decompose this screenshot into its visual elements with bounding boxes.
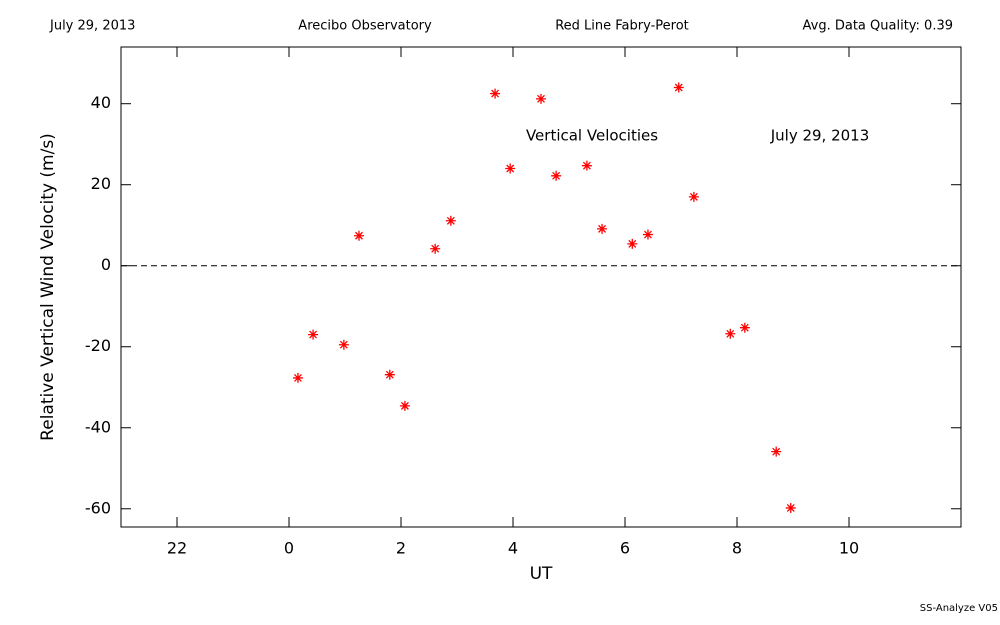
y-tick-label: -40	[85, 417, 111, 436]
point	[490, 88, 501, 99]
header-date: July 29, 2013	[49, 19, 135, 34]
point	[597, 223, 608, 234]
point	[536, 93, 546, 104]
point	[785, 502, 796, 513]
annotation: Vertical Velocities	[526, 127, 658, 145]
point	[292, 372, 303, 383]
y-tick-label: -20	[85, 336, 111, 355]
x-tick-label: 0	[284, 539, 294, 558]
x-tick-label: 4	[508, 539, 518, 558]
point	[673, 82, 684, 93]
annotation: July 29, 2013	[770, 127, 870, 145]
x-tick-label: 10	[839, 539, 859, 558]
x-tick-label: 2	[396, 539, 406, 558]
y-tick-label: -60	[85, 498, 111, 517]
point	[505, 163, 516, 174]
point	[338, 339, 349, 350]
header-site: Arecibo Observatory	[298, 19, 432, 34]
header-quality: Avg. Data Quality: 0.39	[803, 19, 953, 34]
y-axis-label: Relative Vertical Wind Velocity (m/s)	[38, 133, 58, 441]
point	[739, 322, 750, 333]
point	[688, 191, 699, 202]
plot-frame	[120, 46, 962, 528]
point	[445, 215, 456, 226]
x-tick-label: 8	[732, 539, 742, 558]
header-instrument: Red Line Fabry-Perot	[555, 19, 689, 34]
y-tick-label: 0	[101, 255, 111, 274]
point	[430, 243, 441, 254]
point	[551, 170, 562, 181]
footer: SS-Analyze V05	[920, 603, 998, 614]
point	[627, 238, 638, 249]
y-tick-label: 40	[91, 93, 111, 112]
x-axis-label: UT	[530, 564, 553, 584]
point	[771, 446, 782, 457]
point	[308, 329, 319, 340]
x-tick-label: 6	[620, 539, 630, 558]
point	[399, 400, 410, 411]
point	[581, 160, 592, 171]
y-tick-label: 20	[91, 174, 111, 193]
x-tick-label: 22	[167, 539, 187, 558]
point	[642, 229, 653, 240]
point	[725, 328, 736, 339]
point	[354, 230, 364, 241]
point	[384, 369, 395, 380]
